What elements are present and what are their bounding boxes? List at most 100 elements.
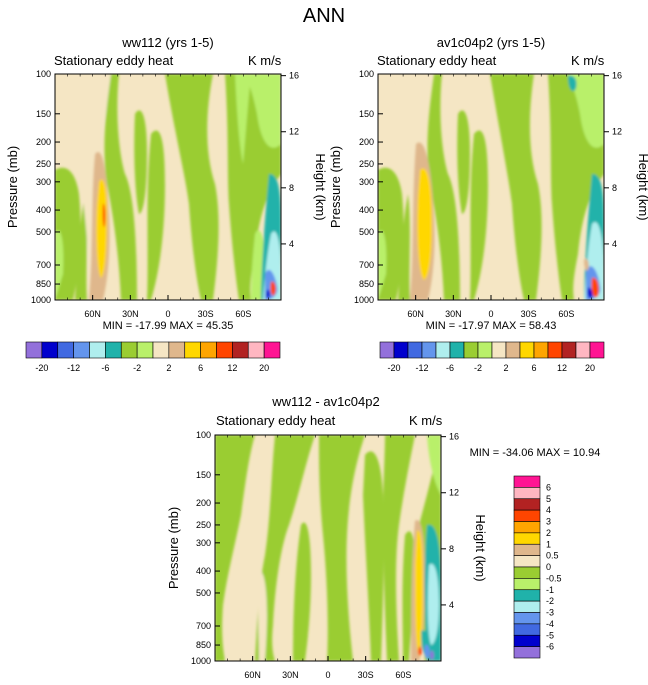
pressure-tick-label: 100 — [196, 430, 211, 440]
colorbar-label: 12 — [227, 363, 237, 373]
colorbar-label: -4 — [546, 619, 554, 629]
pressure-tick-label: 400 — [196, 566, 211, 576]
colorbar-label: -20 — [387, 363, 400, 373]
colorbar-label: -6 — [446, 363, 454, 373]
height-tick-label: 12 — [449, 488, 459, 498]
colorbar-label: 1 — [546, 539, 551, 549]
colorbar-label: 20 — [585, 363, 595, 373]
pressure-tick-label: 1000 — [191, 656, 211, 666]
colorbar-swatch — [379, 341, 395, 359]
pressure-tick-label: 850 — [36, 279, 51, 289]
pressure-tick-label: 300 — [36, 177, 51, 187]
colorbar-swatch — [513, 612, 541, 625]
latitude-tick-label: 60N — [407, 309, 424, 319]
panel-title: ww112 (yrs 1-5) — [121, 35, 214, 50]
colorbar-label: 0.5 — [546, 551, 559, 561]
min-max-label: MIN = -17.97 MAX = 58.43 — [426, 320, 557, 332]
colorbar-swatch — [232, 341, 249, 359]
axis-ticks: 100 150 200 250 300 400 500 700 850 1000 16 12 8 4 60N… — [354, 69, 622, 319]
colorbar-label: 6 — [546, 482, 551, 492]
latitude-tick-label: 0 — [488, 309, 493, 319]
colorbar-label: 3 — [546, 517, 551, 527]
colorbar-label: 6 — [198, 363, 203, 373]
pressure-tick-label: 150 — [36, 109, 51, 119]
colorbar-swatch — [533, 341, 549, 359]
panel-units: K m/s — [571, 53, 605, 68]
pressure-tick-label: 850 — [359, 279, 374, 289]
colorbar-swatch — [120, 341, 138, 359]
colorbar-swatch — [513, 578, 541, 591]
height-tick-label: 4 — [289, 239, 294, 249]
pressure-tick-label: 1000 — [354, 295, 374, 305]
colorbar-swatch — [513, 543, 541, 556]
pressure-tick-label: 700 — [36, 260, 51, 270]
colorbar-label: -2 — [546, 596, 554, 606]
colorbar-label: 5 — [546, 494, 551, 504]
latitude-tick-label: 30N — [122, 309, 139, 319]
height-tick-label: 12 — [289, 127, 299, 137]
min-max-label: MIN = -17.99 MAX = 45.35 — [103, 320, 234, 332]
colorbar-label: -2 — [474, 363, 482, 373]
colorbar-label: 2 — [503, 363, 508, 373]
pressure-tick-label: 250 — [359, 159, 374, 169]
latitude-tick-label: 60S — [558, 309, 574, 319]
colorbar-swatch — [41, 341, 59, 359]
colorbar-swatch — [184, 341, 201, 359]
pressure-tick-label: 250 — [36, 159, 51, 169]
pressure-tick-label: 300 — [196, 538, 211, 548]
pressure-tick-label: 200 — [196, 498, 211, 508]
contour-field — [377, 73, 605, 301]
colorbar-label: 2 — [166, 363, 171, 373]
colorbar-swatch — [589, 341, 605, 359]
colorbar-swatch — [491, 341, 507, 359]
contour-field — [214, 434, 442, 662]
colorbar-swatch — [421, 341, 437, 359]
colorbar-swatch — [136, 341, 154, 359]
colorbar: 6 54 321 0.50-0.5 -1-2 -3-4-5 -6 — [513, 475, 562, 659]
colorbar-swatch — [519, 341, 535, 359]
colorbar-swatch — [105, 341, 122, 359]
colorbar-swatch — [513, 475, 541, 488]
colorbar-swatch — [547, 341, 563, 359]
panel-title: ww112 - av1c04p2 — [271, 394, 379, 409]
height-tick-label: 8 — [289, 183, 294, 193]
contour-field — [54, 73, 282, 301]
colorbar: -20 -12 -6 -2 2 6 12 20 — [379, 341, 605, 373]
colorbar-swatch — [513, 646, 541, 659]
latitude-tick-label: 0 — [325, 670, 330, 680]
pressure-tick-label: 400 — [36, 205, 51, 215]
pressure-tick-label: 1000 — [31, 295, 51, 305]
y-axis-label: Pressure (mb) — [328, 146, 343, 228]
pressure-tick-label: 500 — [196, 588, 211, 598]
colorbar-swatch — [513, 589, 541, 602]
colorbar-swatch — [513, 498, 541, 511]
colorbar-swatch — [513, 600, 541, 613]
latitude-tick-label: 60S — [395, 670, 411, 680]
panel-units: K m/s — [409, 413, 443, 428]
y-axis-label: Pressure (mb) — [166, 507, 181, 589]
colorbar-label: -0.5 — [546, 573, 562, 583]
pressure-tick-label: 100 — [36, 69, 51, 79]
latitude-tick-label: 30N — [445, 309, 462, 319]
pressure-tick-label: 500 — [359, 227, 374, 237]
latitude-tick-label: 30S — [521, 309, 537, 319]
colorbar-swatch — [513, 555, 541, 568]
latitude-tick-label: 60N — [244, 670, 261, 680]
panel-subtitle: Stationary eddy heat — [54, 53, 174, 68]
colorbar-swatch — [168, 341, 186, 359]
colorbar-label: -6 — [546, 642, 554, 652]
y-axis-label-right: Height (km) — [473, 514, 488, 581]
colorbar-swatch — [513, 634, 541, 647]
colorbar-label: 4 — [546, 505, 551, 515]
colorbar-label: 2 — [546, 528, 551, 538]
colorbar-label: -3 — [546, 608, 554, 618]
pressure-tick-label: 700 — [196, 621, 211, 631]
colorbar-swatch — [407, 341, 423, 359]
axis-ticks: 100 150 200 250 300 400 500 700 850 1000 16 12 8 4 60N… — [31, 69, 299, 319]
colorbar-label: 12 — [557, 363, 567, 373]
latitude-tick-label: 30N — [282, 670, 299, 680]
min-max-label: MIN = -34.06 MAX = 10.94 — [470, 447, 601, 459]
panel-difference: ww112 - av1c04p2 Stationary eddy heat K … — [166, 394, 600, 680]
colorbar-label: -12 — [67, 363, 80, 373]
pressure-tick-label: 850 — [196, 640, 211, 650]
